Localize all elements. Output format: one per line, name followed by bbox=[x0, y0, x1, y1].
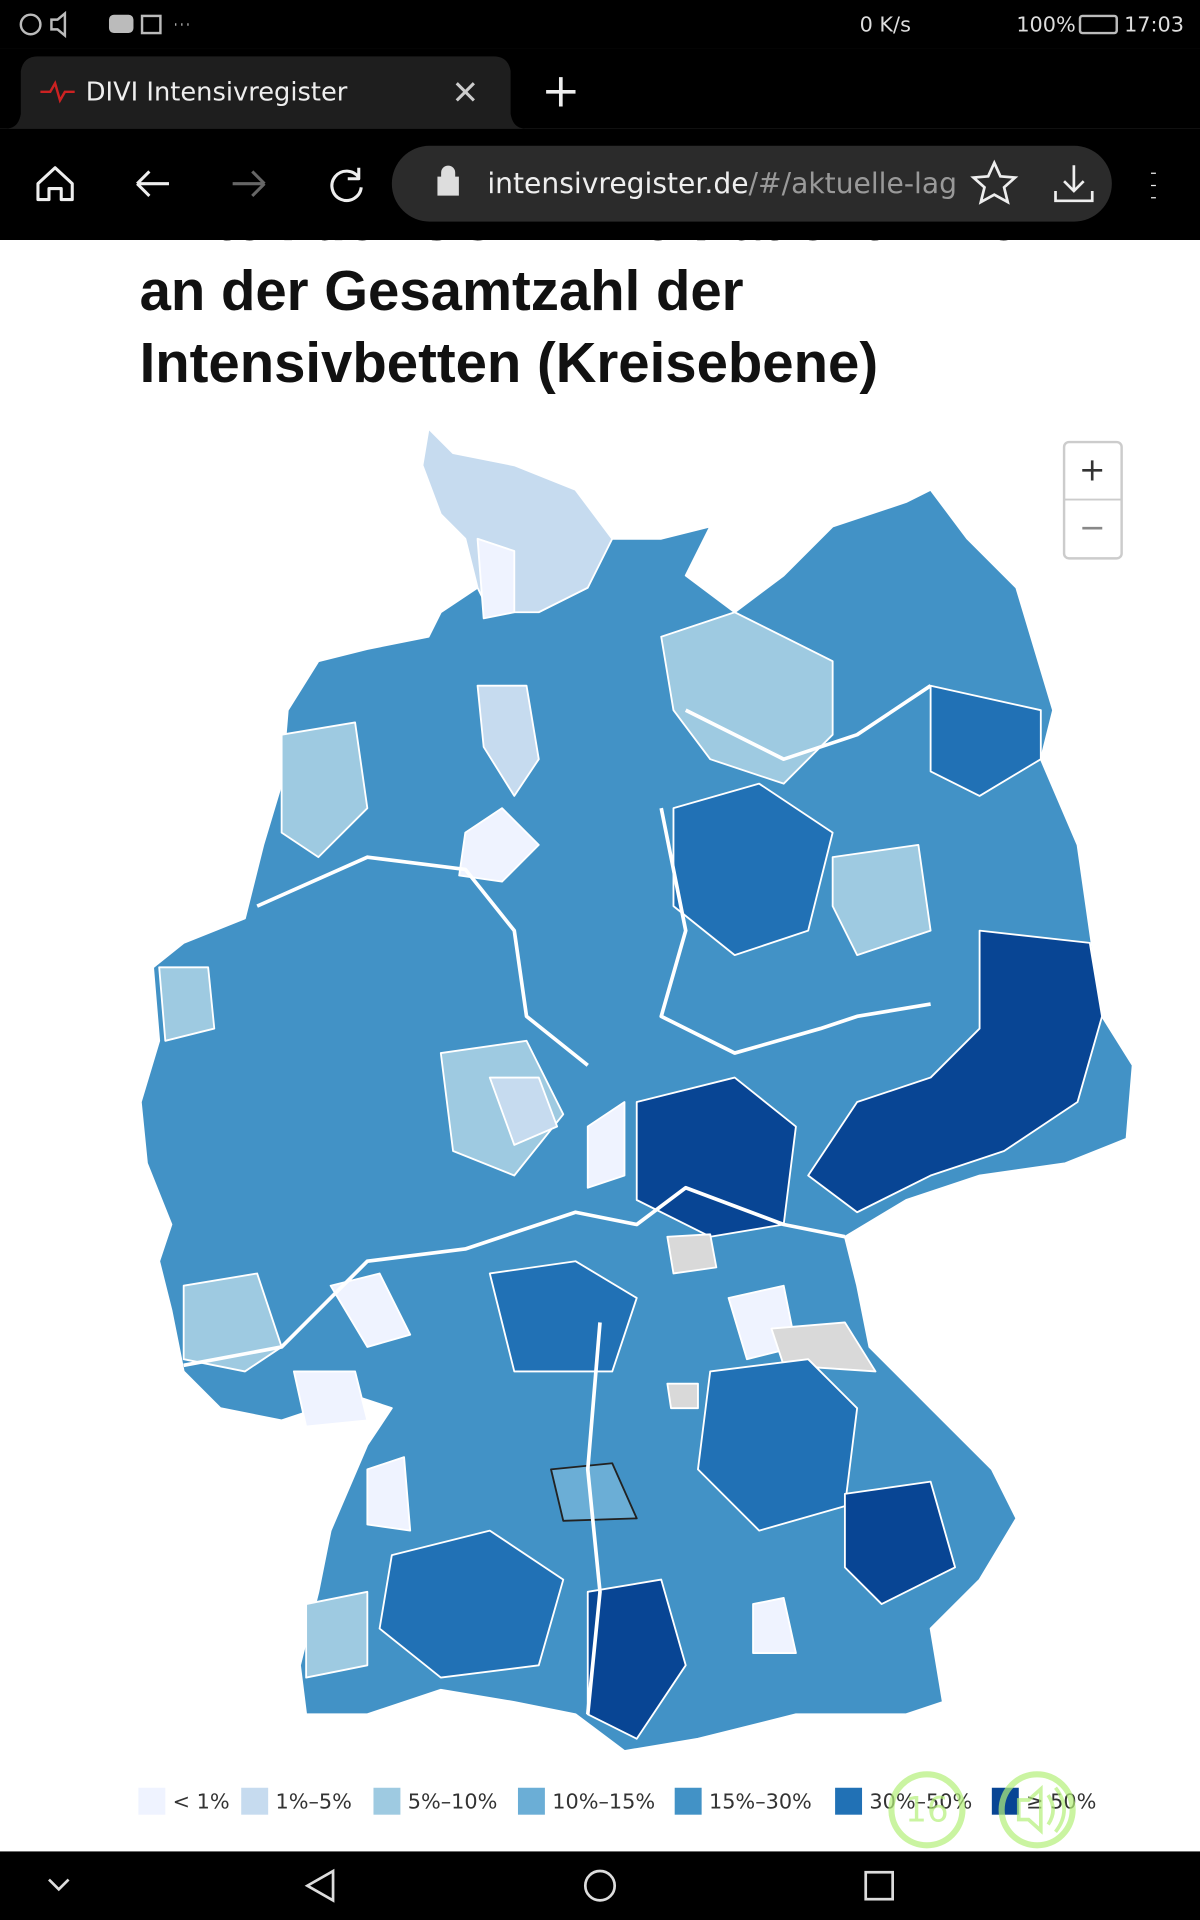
map-region bbox=[421, 427, 614, 614]
map-region bbox=[182, 1272, 283, 1373]
zoom-control: + − bbox=[1062, 440, 1123, 560]
home-button[interactable] bbox=[36, 166, 74, 202]
map-region bbox=[807, 929, 1103, 1214]
map-germany bbox=[139, 427, 1134, 1752]
map-region bbox=[476, 684, 540, 797]
map[interactable] bbox=[139, 427, 1134, 1752]
map-region bbox=[476, 537, 516, 620]
zoom-in[interactable]: + bbox=[1079, 450, 1106, 488]
tab-close[interactable] bbox=[455, 82, 475, 102]
url[interactable]: intensivregister.de/#/aktuelle-lage bbox=[487, 167, 974, 200]
state-border bbox=[183, 1185, 846, 1368]
nav-hide[interactable] bbox=[48, 1878, 70, 1892]
favicon bbox=[40, 80, 75, 104]
map-region bbox=[378, 1529, 565, 1679]
url-bar[interactable] bbox=[391, 145, 1112, 222]
state-border bbox=[684, 684, 932, 762]
legend-swatch bbox=[138, 1787, 166, 1815]
legend-swatch bbox=[674, 1787, 702, 1815]
tab[interactable] bbox=[6, 56, 526, 129]
map-region bbox=[488, 1076, 559, 1146]
map-region bbox=[672, 782, 834, 957]
map-region bbox=[752, 1597, 797, 1654]
download-button[interactable] bbox=[1054, 165, 1094, 203]
map-region bbox=[666, 1233, 718, 1275]
forward-button[interactable] bbox=[232, 170, 266, 198]
net-speed: 0 K/s bbox=[860, 13, 911, 37]
sound-circle[interactable] bbox=[998, 1771, 1076, 1849]
legend-swatch bbox=[517, 1787, 545, 1815]
map-region bbox=[550, 1462, 638, 1522]
new-tab[interactable] bbox=[546, 77, 576, 107]
map-region bbox=[280, 721, 369, 859]
legend-swatch bbox=[241, 1787, 269, 1815]
tab-title[interactable]: DIVI Intensivregister bbox=[86, 78, 348, 108]
floating-overlay: 16 bbox=[888, 1771, 1076, 1849]
legend-label: 5%–10% bbox=[408, 1789, 498, 1813]
badge[interactable]: 16 bbox=[905, 1791, 949, 1831]
legend-label: 10%–15% bbox=[552, 1789, 655, 1813]
legend: < 1% 1%–5% 5%–10% 10%–15% 15%–30% 30%–50% ≥ 50… bbox=[138, 1787, 1096, 1815]
url-path: /#/aktuelle-lage bbox=[749, 167, 975, 200]
legend-label: 15%–30% bbox=[709, 1789, 812, 1813]
back-button[interactable] bbox=[136, 170, 169, 198]
map-region bbox=[586, 1578, 687, 1740]
legend-swatch bbox=[373, 1787, 401, 1815]
toolbar-icons bbox=[36, 166, 1156, 203]
badge-circle[interactable] bbox=[888, 1771, 966, 1849]
legend-label: 1%–5% bbox=[276, 1789, 352, 1813]
map-region bbox=[586, 1101, 626, 1189]
nav-recent[interactable] bbox=[864, 1870, 895, 1901]
battery: 100% bbox=[1016, 13, 1075, 37]
url-host: intensivregister.de bbox=[487, 167, 748, 200]
state-border bbox=[659, 807, 931, 1055]
map-region bbox=[831, 843, 932, 957]
heading-line: an der Gesamtzahl der bbox=[140, 259, 744, 322]
map-region bbox=[929, 684, 1042, 797]
state-border bbox=[256, 855, 589, 1067]
map-region bbox=[660, 611, 834, 785]
status-bar bbox=[0, 0, 1200, 49]
map-region bbox=[666, 1382, 699, 1410]
nav-home[interactable] bbox=[583, 1869, 617, 1902]
nav-bar bbox=[0, 1851, 1200, 1920]
lock-icon bbox=[437, 165, 459, 196]
legend-swatch bbox=[835, 1787, 863, 1815]
state-border bbox=[585, 1322, 602, 1715]
map-region bbox=[292, 1370, 369, 1428]
map-region bbox=[843, 1480, 957, 1605]
map-region bbox=[329, 1272, 412, 1348]
sound-icon bbox=[1016, 1784, 1066, 1835]
map-region bbox=[770, 1321, 877, 1373]
zoom-out[interactable]: − bbox=[1079, 508, 1106, 546]
status-icons bbox=[19, 10, 1118, 39]
map-region bbox=[158, 966, 216, 1042]
legend-label: < 1% bbox=[173, 1789, 230, 1813]
reload-button[interactable] bbox=[330, 167, 363, 203]
heading-line: Intensivbetten (Kreisebene) bbox=[140, 331, 879, 394]
map-region bbox=[366, 1456, 412, 1532]
bookmark-button[interactable] bbox=[970, 159, 1019, 205]
clock: 17:03 bbox=[1124, 13, 1184, 37]
map-region bbox=[305, 1590, 369, 1679]
nav-back[interactable] bbox=[304, 1868, 335, 1903]
nav-buttons bbox=[48, 1868, 895, 1903]
